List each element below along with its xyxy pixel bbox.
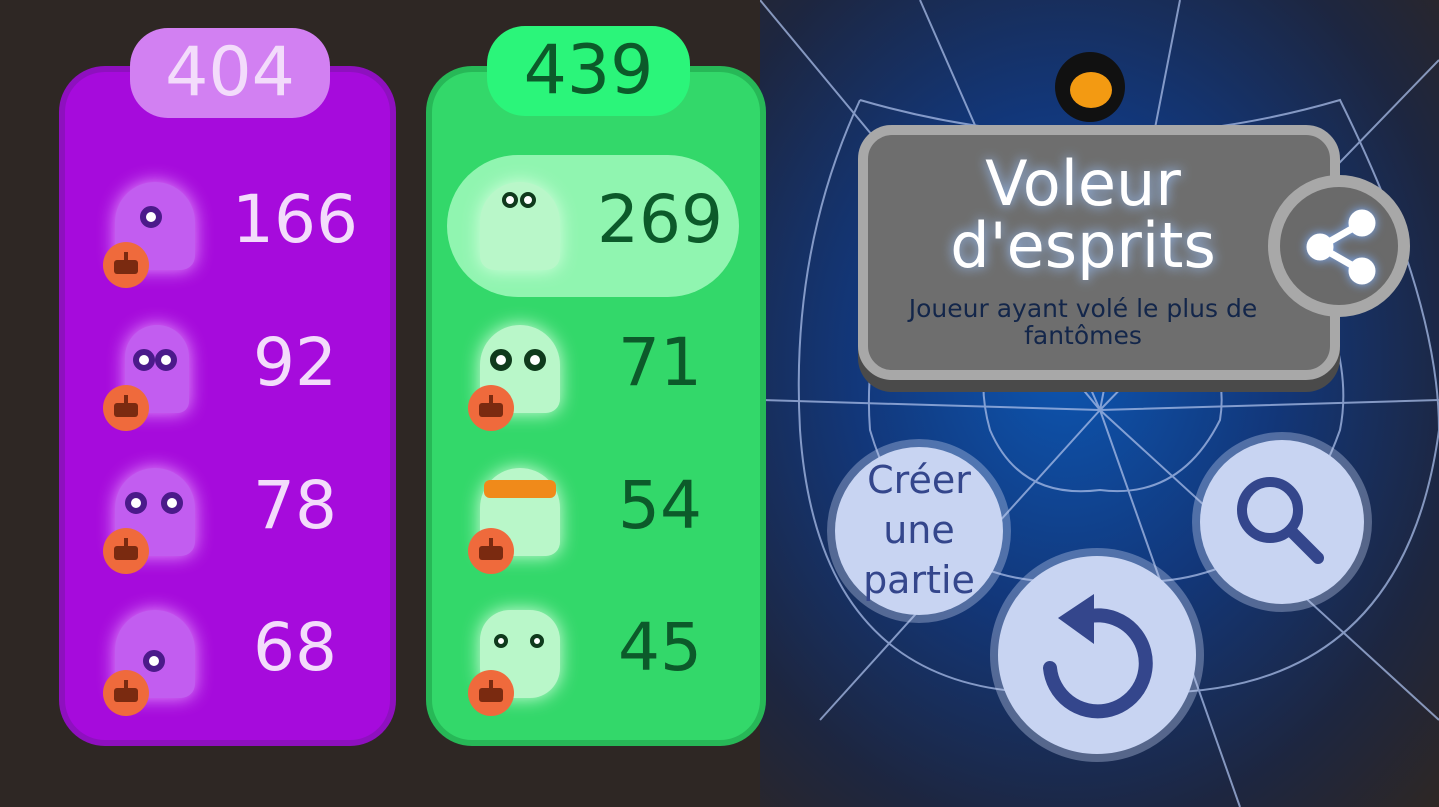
award-title: Voleur d'esprits: [950, 147, 1216, 282]
search-icon: [1237, 477, 1324, 564]
robot-icon: [103, 528, 149, 574]
spider-icon: [1055, 52, 1125, 122]
player-row: 166: [75, 152, 375, 292]
award-subtitle: Joueur ayant volé le plus de fantômes: [908, 294, 1258, 350]
panda-ghost-icon: [480, 325, 560, 413]
share-icon: [1306, 209, 1376, 285]
share-button[interactable]: [1268, 175, 1410, 317]
player-row: 92: [75, 295, 375, 435]
player-score: 71: [618, 324, 702, 401]
create-game-button[interactable]: Créer une partie: [835, 447, 1003, 615]
player-row: 45: [440, 580, 740, 720]
robot-icon: [468, 385, 514, 431]
award-sign: Voleur d'esprits Joueur ayant volé le pl…: [858, 125, 1340, 380]
robot-icon: [103, 242, 149, 288]
player-score: 269: [597, 181, 723, 258]
sunglasses-ghost-icon: [480, 468, 560, 556]
player-score: 54: [618, 467, 702, 544]
robot-icon: [468, 528, 514, 574]
cat-ghost-icon: [480, 610, 560, 698]
player-row-current: 269: [440, 152, 740, 292]
purple-team-total: 404: [130, 28, 330, 118]
player-score: 45: [618, 609, 702, 686]
robot-icon: [103, 385, 149, 431]
green-team-total: 439: [487, 26, 690, 116]
blob-ghost-icon: [480, 182, 560, 270]
player-row: 68: [75, 580, 375, 720]
replay-icon: [1043, 594, 1153, 719]
replay-button[interactable]: [998, 556, 1196, 754]
grin-ghost-icon: [115, 468, 195, 556]
player-row: 78: [75, 438, 375, 578]
player-row: 71: [440, 295, 740, 435]
player-row: 54: [440, 438, 740, 578]
robot-icon: [103, 670, 149, 716]
player-score: 68: [253, 609, 337, 686]
robot-icon: [468, 670, 514, 716]
player-score: 166: [232, 181, 358, 258]
search-button[interactable]: [1200, 440, 1364, 604]
player-score: 92: [253, 324, 337, 401]
player-score: 78: [253, 467, 337, 544]
